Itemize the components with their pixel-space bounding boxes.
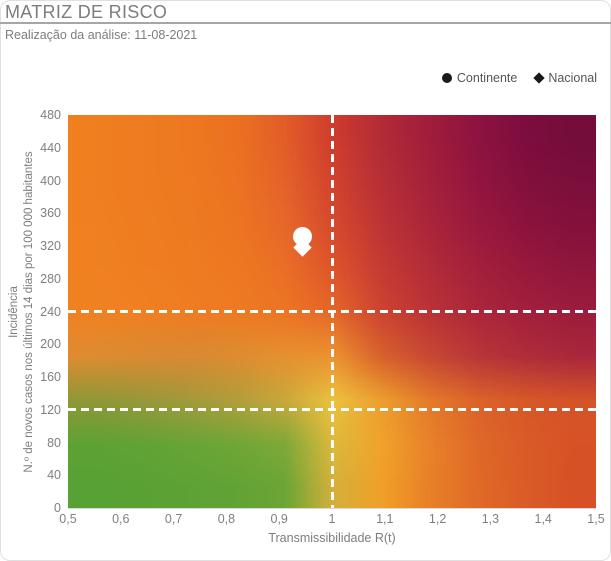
x-tick: 1,5 bbox=[587, 512, 605, 526]
page-title: MATRIZ DE RISCO bbox=[5, 2, 168, 22]
x-tick: 1,2 bbox=[428, 512, 447, 526]
legend-item-nacional: Nacional bbox=[533, 71, 597, 85]
x-tick: 1,4 bbox=[534, 512, 552, 526]
rt-1-threshold-line bbox=[330, 115, 334, 508]
x-axis-line bbox=[68, 508, 596, 509]
y-tick: 160 bbox=[40, 370, 61, 384]
y-axis-title-line2: N.º de novos casos nos últimos 14 dias p… bbox=[23, 150, 35, 473]
circle-marker-icon bbox=[441, 73, 452, 83]
x-tick: 1 bbox=[328, 512, 336, 526]
x-tick: 0,9 bbox=[270, 512, 288, 526]
legend-label-nacional: Nacional bbox=[548, 71, 597, 85]
y-tick: 480 bbox=[40, 108, 61, 122]
x-tick: 0,6 bbox=[112, 512, 130, 526]
x-tick: 0,7 bbox=[164, 512, 183, 526]
title-divider bbox=[0, 22, 611, 24]
y-axis-title-wrap: Incidência N.º de novos casos nos último… bbox=[6, 115, 38, 508]
continente-data-point bbox=[293, 226, 313, 246]
y-tick: 440 bbox=[40, 140, 61, 155]
y-tick: 320 bbox=[40, 239, 61, 253]
analysis-date-subtitle: Realização da análise: 11-08-2021 bbox=[5, 28, 198, 42]
x-tick: 0,5 bbox=[59, 512, 77, 526]
legend-item-continente: Continente bbox=[441, 71, 518, 85]
y-tick: 120 bbox=[40, 402, 61, 417]
y-tick: 240 bbox=[40, 304, 61, 319]
x-tick: 1,1 bbox=[376, 512, 394, 526]
chart-legend: Continente Nacional bbox=[441, 71, 597, 85]
x-tick: 0,8 bbox=[217, 512, 236, 526]
y-tick: 280 bbox=[40, 271, 61, 286]
x-axis-title: Transmissibilidade R(t) bbox=[268, 531, 396, 545]
diamond-marker-icon bbox=[533, 72, 546, 84]
y-axis-title: Incidência N.º de novos casos nos último… bbox=[7, 112, 37, 512]
y-tick: 200 bbox=[40, 337, 61, 352]
x-axis-ticks: 0,5 0,6 0,7 0,8 0,9 1 1,1 1,2 1,3 1,4 1,… bbox=[59, 512, 604, 528]
legend-label-continente: Continente bbox=[456, 71, 518, 85]
y-axis-title-line1: Incidência bbox=[8, 285, 20, 338]
y-tick: 400 bbox=[40, 173, 61, 188]
risk-matrix-plot-area bbox=[68, 115, 596, 508]
y-tick: 0 bbox=[54, 501, 61, 515]
x-tick: 1,3 bbox=[481, 512, 500, 526]
y-tick: 80 bbox=[47, 435, 61, 450]
y-axis-ticks: 480 440 400 360 320 280 240 200 160 120 … bbox=[0, 108, 61, 515]
y-tick: 360 bbox=[40, 206, 61, 221]
y-tick: 40 bbox=[47, 468, 61, 483]
